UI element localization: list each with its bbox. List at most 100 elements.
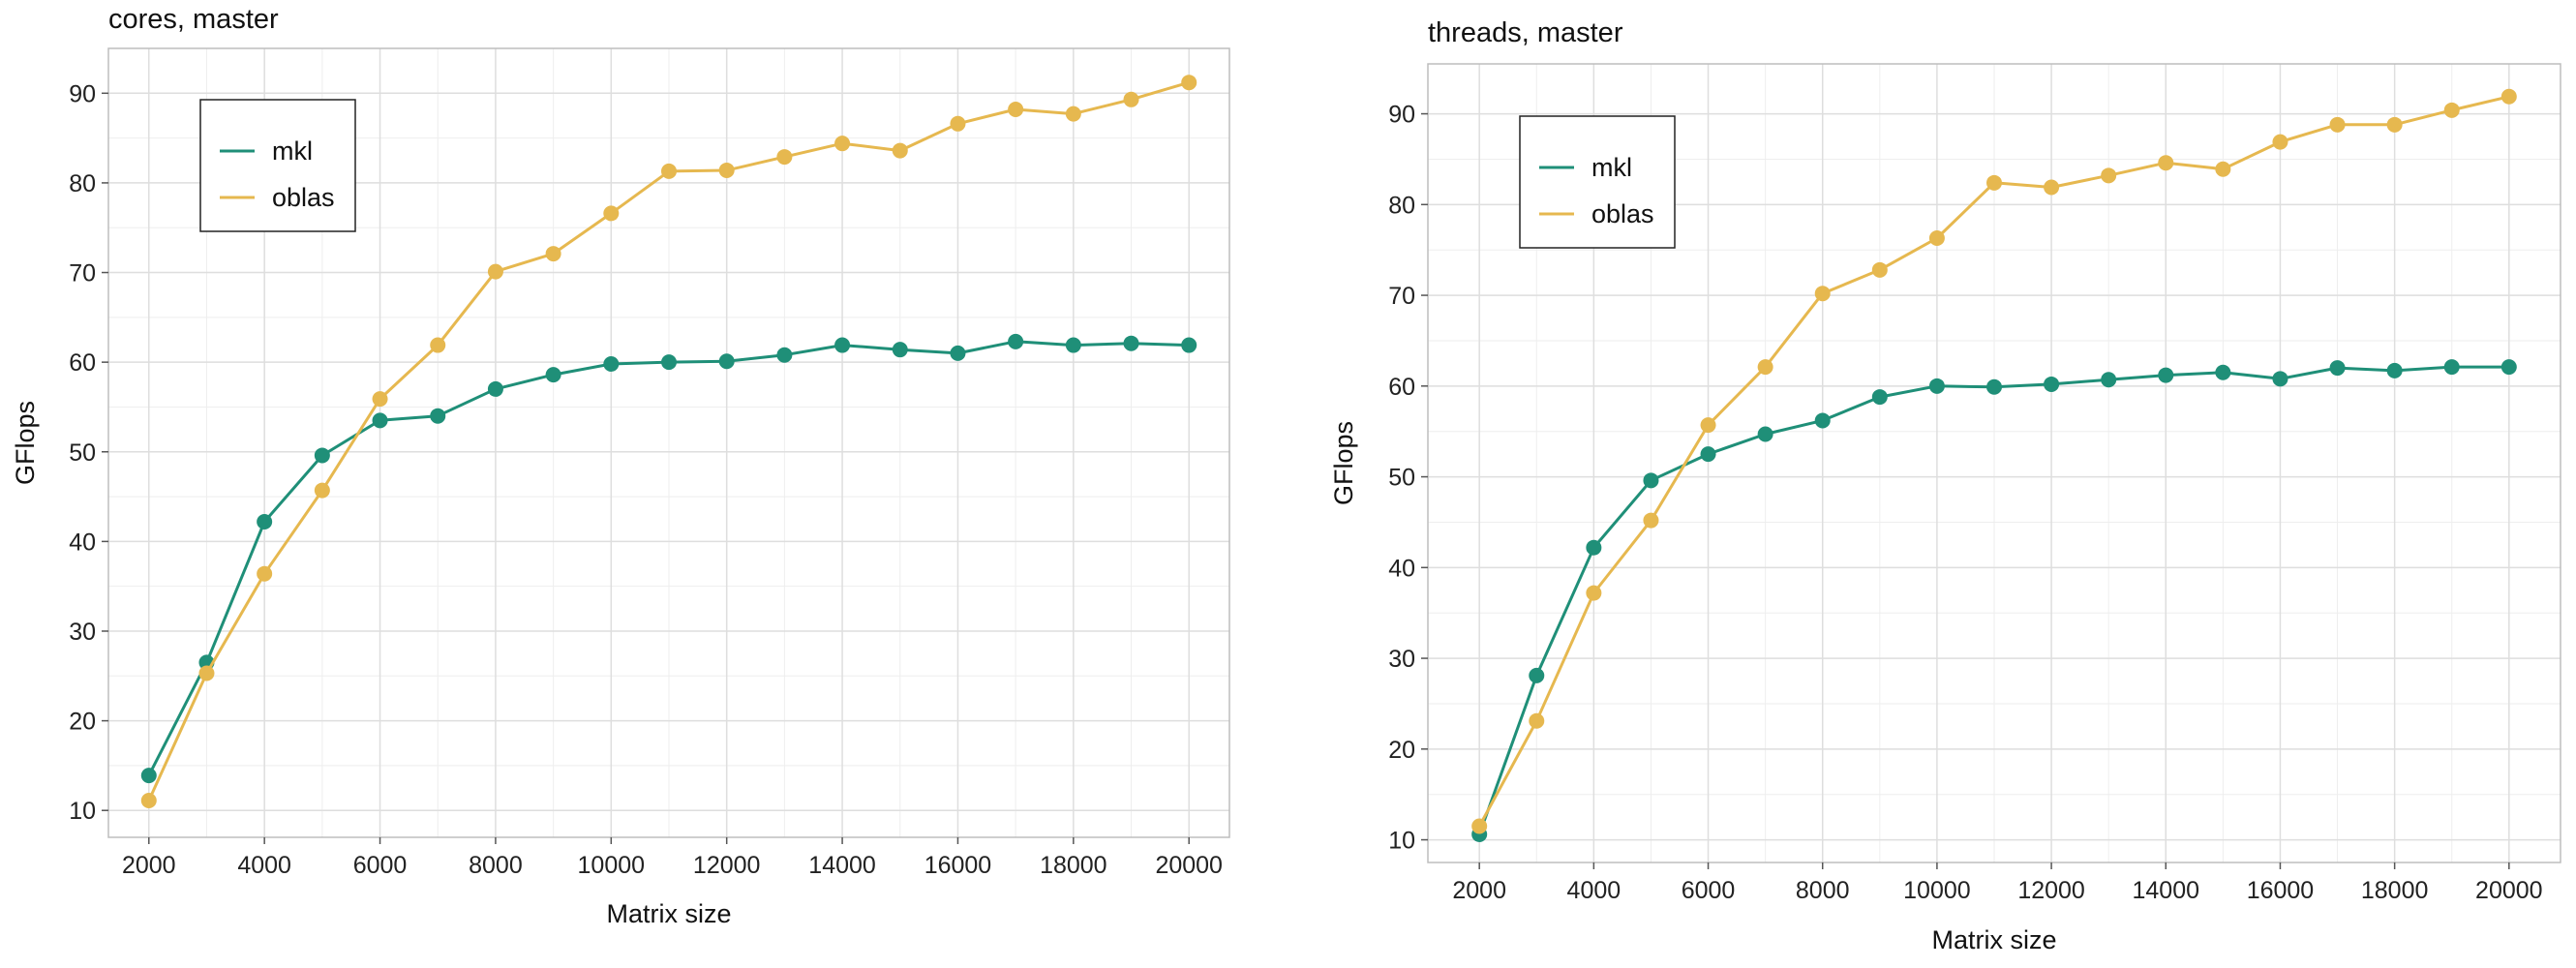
data-point-mkl	[1700, 446, 1716, 463]
data-point-mkl	[1643, 472, 1659, 489]
data-point-mkl	[603, 356, 620, 372]
data-point-oblas	[1757, 359, 1773, 376]
data-point-oblas	[718, 162, 735, 178]
data-point-mkl	[2044, 376, 2060, 392]
y-tick-label: 70	[69, 260, 96, 287]
data-point-oblas	[487, 263, 503, 280]
plot-frame	[1427, 63, 2561, 863]
data-point-oblas	[1643, 512, 1659, 529]
data-point-mkl	[776, 347, 793, 363]
data-point-mkl	[314, 447, 330, 464]
data-point-mkl	[950, 345, 966, 361]
data-point-mkl	[372, 412, 388, 429]
data-point-mkl	[2158, 367, 2174, 383]
data-point-oblas	[430, 337, 446, 353]
data-point-oblas	[2101, 167, 2117, 184]
y-tick-label: 60	[1388, 374, 1415, 401]
data-point-oblas	[1814, 286, 1831, 302]
y-tick-label: 10	[1388, 828, 1415, 855]
data-point-oblas	[776, 149, 793, 166]
data-point-oblas	[372, 391, 388, 408]
data-point-mkl	[2215, 364, 2231, 380]
data-point-oblas	[545, 246, 561, 262]
data-point-oblas	[1529, 712, 1545, 729]
data-point-mkl	[2386, 362, 2403, 378]
data-point-mkl	[2329, 360, 2346, 377]
y-axis-label: GFlops	[1329, 421, 1358, 505]
legend-label-oblas: oblas	[1591, 199, 1654, 228]
data-point-oblas	[603, 205, 620, 222]
chart-title: threads, master	[1428, 17, 1623, 48]
chart-panel-2: 2000 4000 6000 8000 10000 12000 14000 16000 1800…	[1329, 17, 2561, 954]
x-tick-label: 10000	[578, 852, 646, 879]
y-tick-label: 30	[69, 619, 96, 646]
x-tick-label: 20000	[2475, 877, 2543, 904]
data-point-oblas	[2158, 155, 2174, 171]
x-tick-label: 2000	[122, 852, 176, 879]
data-point-mkl	[2500, 359, 2517, 376]
data-point-mkl	[257, 514, 273, 529]
x-tick-label: 18000	[2361, 877, 2429, 904]
data-point-oblas	[1065, 106, 1081, 122]
data-point-mkl	[1529, 667, 1545, 683]
data-point-oblas	[140, 793, 157, 809]
data-point-oblas	[1986, 174, 2002, 191]
x-tick-label: 4000	[1567, 877, 1621, 904]
x-tick-label: 14000	[2133, 877, 2200, 904]
data-point-oblas	[2044, 179, 2060, 196]
x-tick-label: 6000	[353, 852, 408, 879]
data-point-mkl	[1123, 335, 1139, 351]
legend-label-oblas: oblas	[272, 183, 335, 212]
data-point-mkl	[1814, 412, 1831, 429]
legend-label-mkl: mkl	[1591, 153, 1632, 182]
data-point-mkl	[430, 408, 446, 424]
data-point-oblas	[950, 115, 966, 132]
x-tick-label: 14000	[808, 852, 876, 879]
y-tick-label: 40	[69, 529, 96, 556]
series-mkl	[140, 333, 1197, 784]
x-tick-label: 10000	[1903, 877, 1971, 904]
series-oblas	[140, 75, 1197, 809]
x-axis-label: Matrix size	[1931, 925, 2056, 954]
legend-box	[199, 99, 356, 232]
x-tick-label: 8000	[469, 852, 523, 879]
y-tick-label: 90	[1388, 102, 1415, 129]
data-point-oblas	[1928, 230, 1945, 246]
legend-label-mkl: mkl	[272, 136, 313, 166]
data-point-mkl	[1986, 378, 2002, 395]
data-point-mkl	[1586, 539, 1602, 556]
x-tick-label: 16000	[924, 852, 992, 879]
y-tick-label: 30	[1388, 646, 1415, 673]
legend-box	[1519, 115, 1676, 249]
data-point-mkl	[2443, 359, 2460, 376]
data-point-oblas	[834, 136, 851, 152]
data-point-oblas	[2443, 102, 2460, 118]
data-point-oblas	[2272, 134, 2288, 150]
plot-frame	[107, 47, 1230, 838]
legend: mkl oblas	[1519, 115, 1676, 249]
x-tick-label: 20000	[1155, 852, 1223, 879]
data-point-oblas	[257, 565, 273, 582]
y-tick-label: 70	[1388, 283, 1415, 310]
data-point-oblas	[2215, 161, 2231, 177]
data-point-mkl	[1928, 378, 1945, 394]
data-point-oblas	[1123, 91, 1139, 107]
data-point-mkl	[487, 380, 503, 397]
x-tick-label: 16000	[2247, 877, 2315, 904]
data-point-mkl	[834, 337, 851, 353]
data-point-mkl	[661, 354, 677, 371]
data-point-mkl	[2272, 371, 2288, 387]
major-gridlines	[1428, 64, 2561, 862]
data-point-oblas	[314, 482, 330, 499]
chart-panel-1: 2000 4000 6000 8000 10000 12000 14000 16000 1800…	[11, 4, 1230, 928]
x-tick-label: 2000	[1452, 877, 1506, 904]
data-point-mkl	[140, 768, 157, 784]
x-tick-label: 4000	[237, 852, 291, 879]
data-point-mkl	[1008, 333, 1024, 349]
data-point-mkl	[545, 367, 561, 383]
y-tick-label: 20	[1388, 737, 1415, 764]
data-point-oblas	[198, 665, 215, 681]
x-tick-label: 8000	[1796, 877, 1850, 904]
